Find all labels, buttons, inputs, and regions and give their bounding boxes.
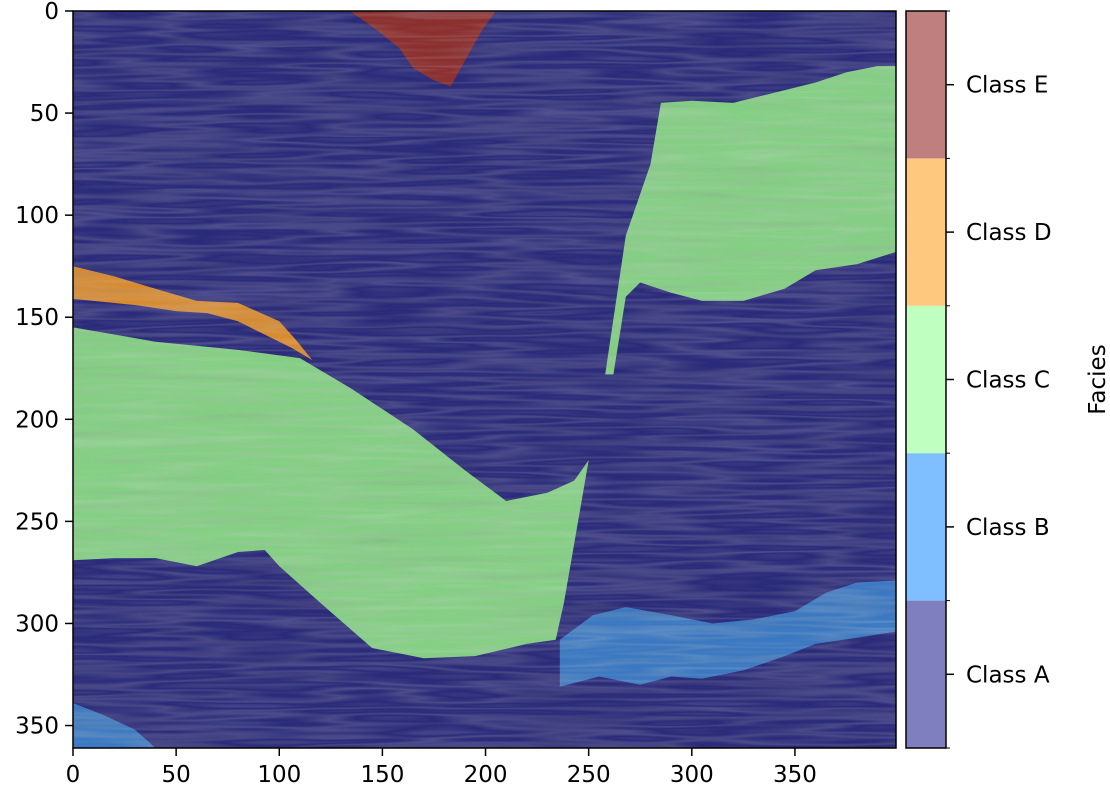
plot-area [73,11,896,748]
x-tick-label: 50 [161,762,190,788]
x-tick-label: 200 [464,762,508,788]
x-axis: 0 50 100 150 200 250 300 350 [66,748,817,788]
y-tick-label: 250 [15,509,59,535]
x-tick-label: 0 [66,762,81,788]
colorbar-tick-label: Class C [966,368,1050,394]
colorbar-segment [906,600,946,748]
y-tick-label: 200 [15,407,59,433]
colorbar-segment [906,158,946,306]
x-tick-label: 250 [567,762,611,788]
y-tick-label: 100 [15,203,59,229]
x-tick-label: 300 [670,762,714,788]
y-tick-label: 0 [44,0,59,25]
plot-frame [72,10,897,749]
x-tick-label: 100 [257,762,301,788]
seismic-texture-overlay [73,11,896,748]
y-tick-label: 50 [30,101,59,127]
colorbar-tick-label: Class B [966,515,1050,541]
colorbar-label: Facies [1085,344,1110,414]
colorbar-segment [906,305,946,454]
y-tick-label: 350 [15,714,59,740]
colorbar-tick-label: Class D [966,220,1052,246]
colorbar: Class A Class B Class C Class D Class E [905,10,1052,749]
y-tick-label: 300 [15,611,59,637]
colorbar-segment [906,453,946,601]
x-tick-label: 150 [360,762,404,788]
y-axis: 0 50 100 150 200 250 300 350 [15,0,73,740]
colorbar-segment [906,11,946,159]
colorbar-frame [905,10,947,749]
colorbar-tick-label: Class E [966,73,1048,99]
colorbar-tick-label: Class A [966,662,1050,688]
x-tick-label: 350 [773,762,817,788]
y-tick-label: 150 [15,305,59,331]
